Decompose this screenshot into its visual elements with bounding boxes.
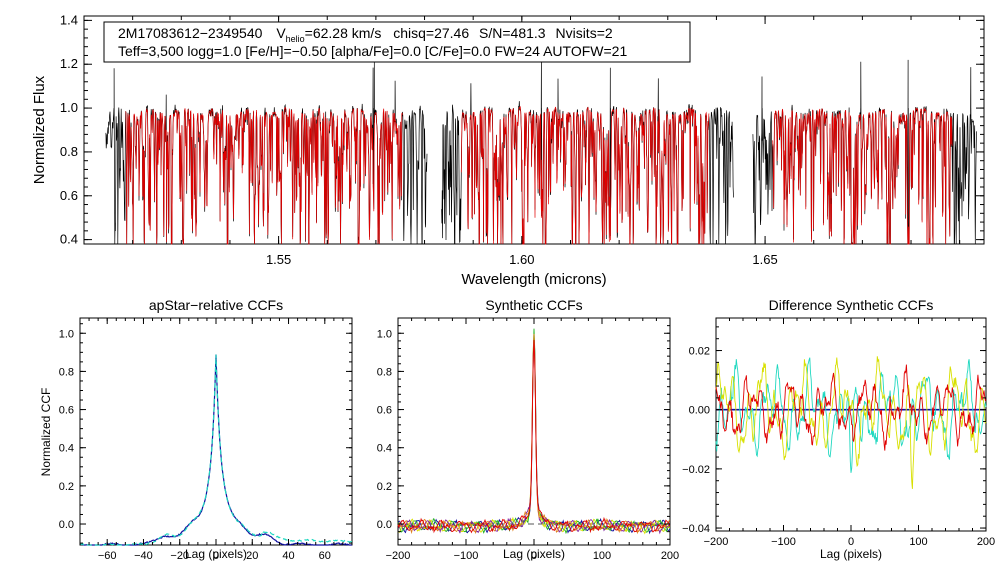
apstar-xtick-label: −40: [134, 550, 153, 562]
spectrum-ylabel: Normalized Flux: [31, 75, 48, 184]
difference-ccf-title: Difference Synthetic CCFs: [769, 297, 934, 313]
synthetic-ytick-label: 0.0: [377, 519, 392, 531]
apstar-ytick-label: 0.6: [59, 405, 74, 417]
apstar-ccf-ticks: −60 −40 −20 0 20 40 60 0.0 0.2 0.4 0.6 0.8 1.0: [59, 318, 353, 562]
apstar-xtick-label: 40: [282, 550, 294, 562]
difference-ytick-label: 0.00: [689, 405, 710, 417]
difference-ccf-frame: [715, 317, 987, 532]
apstar-ytick-label: 0.8: [59, 366, 74, 378]
difference-xtick-label: 100: [909, 536, 927, 548]
synthetic-ccf-s4: [397, 336, 671, 535]
difference-ccf-d1: [715, 357, 987, 473]
synthetic-ytick-label: 1.0: [377, 328, 392, 340]
synthetic-ccf-traces: [397, 328, 671, 535]
difference-xtick-label: 0: [848, 536, 854, 548]
synthetic-ytick-label: 0.6: [377, 405, 392, 417]
apstar-ytick-label: 1.0: [59, 328, 74, 340]
difference-xtick-label: −200: [704, 536, 729, 548]
spectrum-xtick-label: 1.65: [752, 252, 777, 267]
apstar-ytick-label: 0.0: [59, 519, 74, 531]
info-line-2: Teff=3,500 logg=1.0 [Fe/H]=−0.50 [alpha/…: [118, 43, 627, 59]
apstar-ccf-xlabel: Lag (pixels): [185, 547, 247, 561]
synthetic-ccf-title: Synthetic CCFs: [485, 297, 582, 313]
synthetic-ytick-label: 0.4: [377, 443, 392, 455]
spectrum-ytick-label: 1.0: [60, 100, 78, 115]
difference-ccf-d3: [715, 364, 987, 451]
difference-xtick-label: 200: [977, 536, 995, 548]
spectrum-ticks: 1.55 1.60 1.65 0.4 0.6 0.8 1.0 1.2 1.4: [60, 12, 984, 267]
spectrum-model-segment: [125, 106, 403, 245]
spectrum-model-segment: [772, 107, 953, 245]
apstar-xtick-label: −20: [170, 550, 189, 562]
apstar-ccf-visit-1: [79, 354, 352, 546]
difference-ytick-label: −0.04: [682, 523, 710, 535]
synthetic-xtick-label: 200: [661, 550, 679, 562]
difference-ccf-panel: Difference Synthetic CCFs −200 −100 0 100 20…: [682, 297, 995, 561]
difference-ccf-traces: [715, 356, 987, 489]
synthetic-ccf-s1: [397, 336, 671, 535]
snr: S/N=481.3: [479, 25, 546, 41]
spectrum-model-segment: [460, 105, 710, 245]
difference-ccf-ticks: −200 −100 0 100 200 −0.04 −0.02 0.00 0.02: [682, 318, 995, 548]
apstar-ccf-visit-2: [80, 354, 353, 546]
apstar-xtick-label: 0: [213, 550, 219, 562]
spectrum-xtick-label: 1.60: [509, 252, 534, 267]
vhelio-sub: helio: [286, 34, 305, 44]
spectrum-panel: 1.55 1.60 1.65 0.4 0.6 0.8 1.0 1.2 1.4 Wavelengt…: [31, 12, 985, 288]
spectrum-ytick-label: 0.6: [60, 188, 78, 203]
synthetic-xtick-label: −100: [454, 550, 479, 562]
info-box: [103, 21, 691, 63]
apstar-xtick-label: −60: [98, 550, 117, 562]
difference-xtick-label: −100: [771, 536, 796, 548]
info-line-1: 2M17083612−2349540 Vhelio=62.28 km/s chi…: [118, 25, 613, 44]
synthetic-ccf-s3: [397, 333, 671, 535]
spectrum-frame: [83, 15, 985, 245]
spectrum-ytick-label: 0.8: [60, 144, 78, 159]
synthetic-ccf-ticks: −200 −100 0 100 200 0.0 0.2 0.4 0.6 0.8 1.0: [377, 318, 679, 562]
nvisits: Nvisits=2: [555, 25, 612, 41]
synthetic-xtick-label: 0: [531, 550, 537, 562]
apstar-ccf-frame: [79, 317, 353, 546]
apstar-ccf-title: apStar−relative CCFs: [149, 297, 283, 313]
spectrum-traces: [105, 54, 978, 245]
synthetic-ytick-label: 0.8: [377, 366, 392, 378]
synthetic-ccf-s2: [397, 328, 671, 535]
vhelio-label: V: [276, 25, 286, 41]
apstar-ccf-traces: [79, 354, 353, 546]
apstar-ytick-label: 0.2: [59, 481, 74, 493]
synthetic-ccf-s5: [397, 333, 671, 535]
synthetic-ytick-label: 0.2: [377, 481, 392, 493]
star-id: 2M17083612−2349540: [118, 25, 263, 41]
apstar-ccf-ylabel: Normalized CCF: [39, 388, 53, 477]
spectrum-ytick-label: 0.4: [60, 232, 78, 247]
apstar-xtick-label: 60: [319, 550, 331, 562]
spectrum-xlabel: Wavelength (microns): [461, 271, 606, 288]
spectrum-xtick-label: 1.55: [266, 252, 291, 267]
difference-ccf-d2: [715, 356, 987, 489]
apstar-ytick-label: 0.4: [59, 443, 74, 455]
difference-ytick-label: 0.02: [689, 346, 710, 358]
synthetic-xtick-label: −200: [386, 550, 411, 562]
spectrum-ytick-label: 1.2: [60, 56, 78, 71]
apstar-ccf-panel: apStar−relative CCFs −60 −40 −20 0 20 40 60 0.0…: [39, 297, 353, 562]
synthetic-ccf-xlabel: Lag (pixels): [503, 547, 565, 561]
difference-ytick-label: −0.02: [682, 464, 710, 476]
vhelio-value: =62.28 km/s: [305, 25, 382, 41]
synthetic-ccf-panel: Synthetic CCFs −200 −100 0 100 200 0.0 0.2 0.4 0…: [377, 297, 679, 562]
apstar-xtick-label: 20: [246, 550, 258, 562]
synthetic-ccf-s6: [397, 339, 671, 534]
difference-ccf-xlabel: Lag (pixels): [820, 547, 882, 561]
chisq: chisq=27.46: [393, 25, 469, 41]
synthetic-xtick-label: 100: [593, 550, 611, 562]
spectrum-ytick-label: 1.4: [60, 12, 78, 27]
